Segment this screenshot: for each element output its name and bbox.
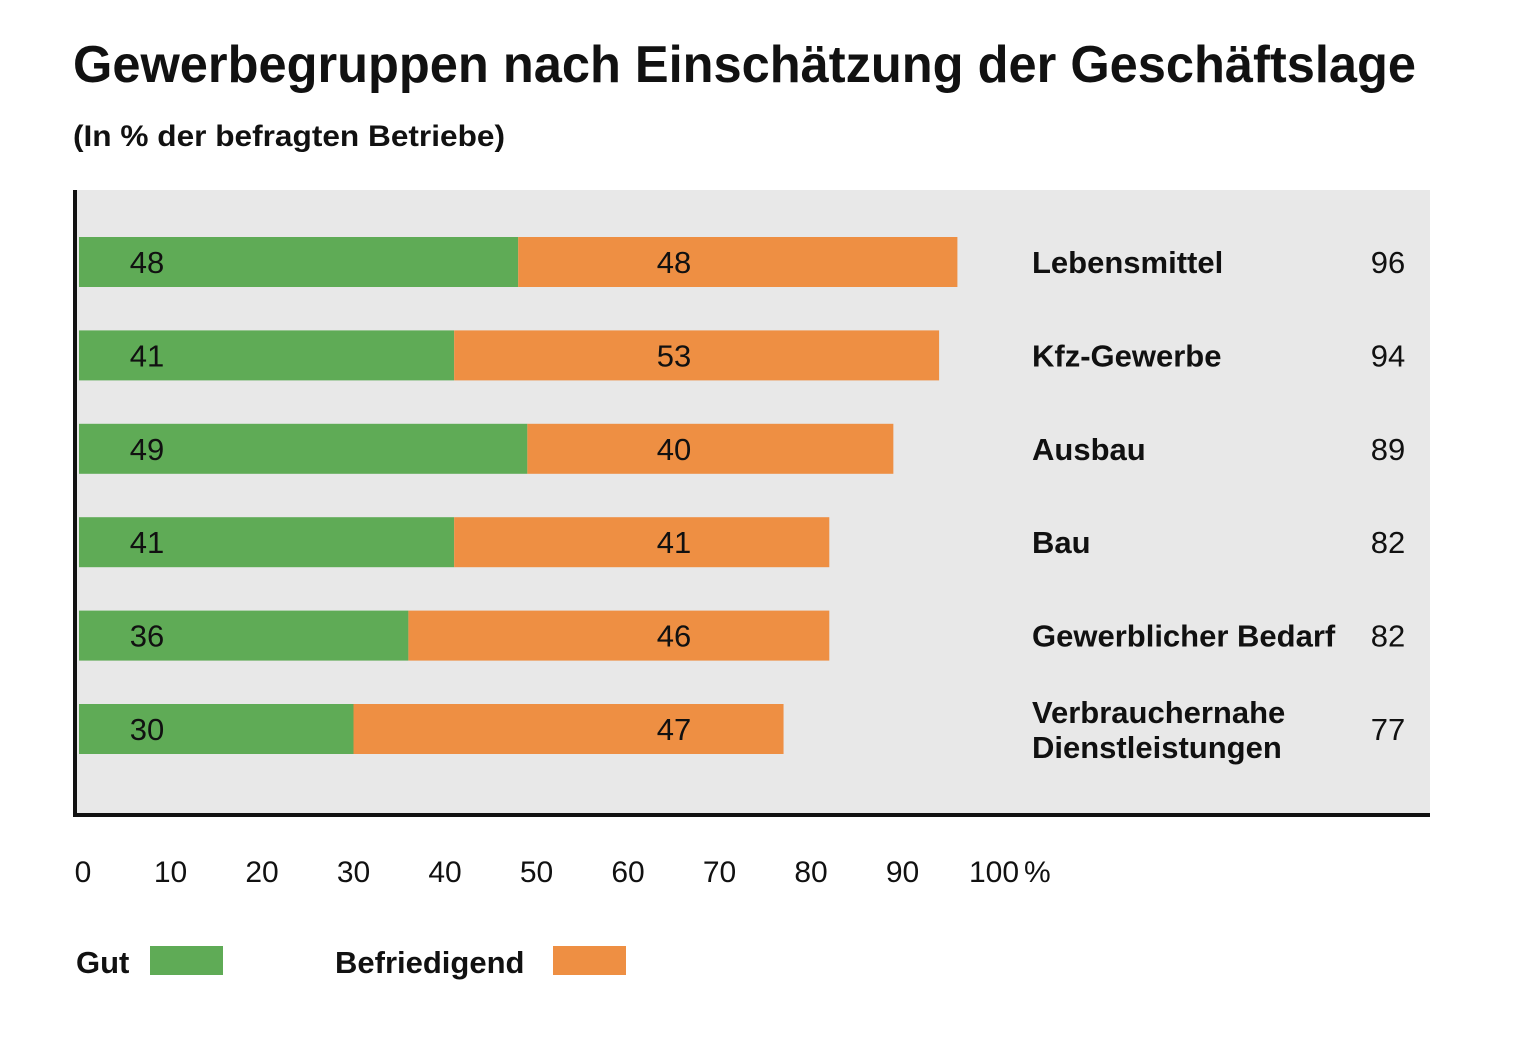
bar-gut [79,237,519,287]
bar-befriedigend [454,330,940,381]
bar-gut [79,330,455,381]
category-label: Ausbau [1032,432,1146,467]
x-tick-label: 70 [703,856,736,889]
total-label: 94 [1371,338,1405,373]
data-label: 40 [657,432,691,467]
total-label: 77 [1371,712,1405,747]
x-tick-label: 90 [886,856,919,889]
x-unit-label: % [1024,856,1051,889]
data-label: 49 [130,432,164,467]
total-label: 82 [1371,525,1405,560]
x-tick-label: 0 [75,856,92,889]
x-tick-label: 20 [245,856,278,889]
total-label: 96 [1371,245,1405,280]
category-label: Kfz-Gewerbe [1032,338,1221,373]
data-label: 46 [657,619,691,654]
category-label: Dienstleistungen [1032,730,1282,765]
data-label: 41 [130,338,164,373]
x-tick-label: 50 [520,856,553,889]
category-label: Lebensmittel [1032,245,1223,280]
legend-label: Gut [76,945,129,980]
bar-befriedigend [527,423,894,474]
data-label: 47 [657,712,691,747]
bar-befriedigend [408,610,830,661]
total-label: 82 [1371,619,1405,654]
x-tick-label: 40 [428,856,461,889]
data-label: 48 [130,245,164,280]
bar-gut [79,423,528,474]
category-label: Bau [1032,525,1091,560]
x-tick-label: 60 [611,856,644,889]
bar-gut [79,517,455,568]
bar-befriedigend [454,517,830,568]
x-tick-label: 30 [337,856,370,889]
data-label: 41 [657,525,691,560]
legend-swatch [150,946,223,975]
bar-gut [79,704,354,754]
legend-swatch [553,946,626,975]
data-label: 30 [130,712,164,747]
bar-gut [79,610,409,661]
x-tick-label: 10 [154,856,187,889]
bar-befriedigend [353,704,784,754]
category-label: Gewerblicher Bedarf [1032,619,1336,654]
x-tick-label: 100 [969,856,1019,889]
chart-title: Gewerbegruppen nach Einschätzung der Ges… [73,36,1416,94]
legend-label: Befriedigend [335,945,524,980]
total-label: 89 [1371,432,1405,467]
x-tick-label: 80 [794,856,827,889]
chart-subtitle: (In % der befragten Betriebe) [73,120,505,153]
data-label: 41 [130,525,164,560]
data-label: 48 [657,245,691,280]
category-label: Verbrauchernahe [1032,695,1285,730]
data-label: 36 [130,619,164,654]
bar-befriedigend [518,237,958,287]
data-label: 53 [657,338,691,373]
